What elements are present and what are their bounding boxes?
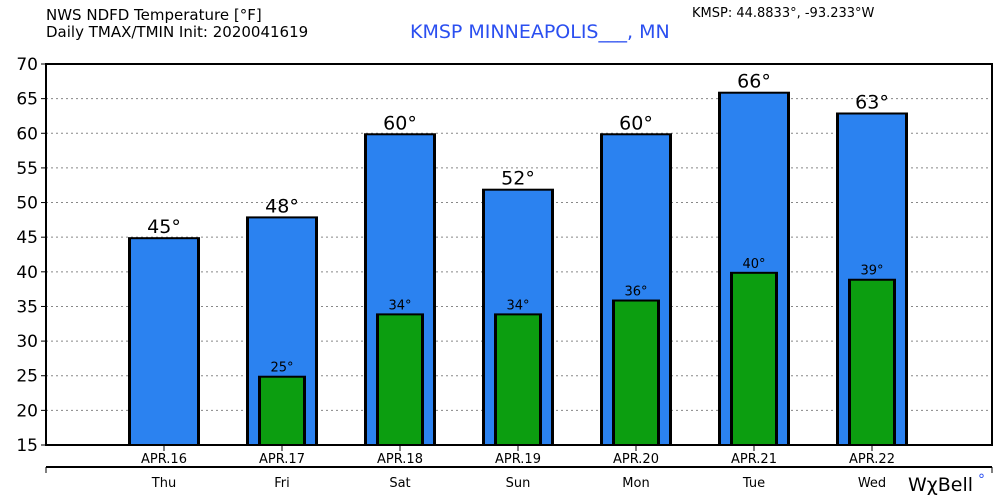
tmin-label: 34°: [506, 298, 529, 313]
tmax-label: 45°: [147, 216, 181, 238]
plot-frame: [45, 63, 993, 446]
tmax-label: 63°: [855, 91, 889, 113]
tmin-bar: [261, 377, 303, 445]
x-date-label: APR.21: [731, 452, 777, 467]
tmin-label: 40°: [742, 257, 765, 272]
x-day-label: Thu: [151, 476, 176, 491]
y-tick-label: 70: [16, 55, 38, 75]
x-day-label: Sat: [389, 476, 410, 491]
x-date-label: APR.16: [141, 452, 187, 467]
y-tick-label: 40: [16, 263, 38, 283]
y-tick-label: 25: [16, 367, 38, 387]
chart-subtitle: Daily TMAX/TMIN Init: 2020041619: [46, 23, 309, 41]
x-date-label: APR.18: [377, 452, 423, 467]
coordinates-label: KMSP: 44.8833°, -93.233°W: [692, 6, 875, 21]
wxbell-logo: WχBell: [908, 474, 974, 496]
tmin-label: 39°: [860, 264, 883, 279]
x-day-label: Sun: [506, 476, 531, 491]
tmin-label: 25°: [270, 361, 293, 376]
y-tick-label: 35: [16, 297, 38, 317]
y-tick-label: 45: [16, 228, 38, 248]
x-date-label: APR.22: [849, 452, 895, 467]
chart-title: NWS NDFD Temperature [°F]: [46, 6, 262, 24]
tmax-label: 52°: [501, 168, 535, 190]
logo-degree-mark: °: [978, 472, 985, 488]
y-tick-label: 20: [16, 401, 38, 421]
tmax-label: 48°: [265, 195, 299, 217]
x-date-label: APR.20: [613, 452, 659, 467]
tmin-bar: [733, 273, 775, 445]
tmin-label: 34°: [388, 298, 411, 313]
x-date-label: APR.17: [259, 452, 305, 467]
y-tick-label: 60: [16, 124, 38, 144]
location-label: KMSP MINNEAPOLIS___, MN: [410, 21, 670, 43]
tmax-label: 66°: [737, 71, 771, 93]
tmax-label: 60°: [383, 112, 417, 134]
y-tick-label: 50: [16, 194, 38, 214]
y-tick-label: 55: [16, 159, 38, 179]
tmax-label: 60°: [619, 112, 653, 134]
x-date-label: APR.19: [495, 452, 541, 467]
y-tick-label: 15: [16, 436, 38, 456]
tmin-label: 36°: [624, 285, 647, 300]
tmin-bar: [379, 315, 421, 445]
tmin-bar: [497, 315, 539, 445]
y-tick-label: 65: [16, 90, 38, 110]
x-day-label: Mon: [622, 476, 649, 491]
x-day-label: Tue: [742, 476, 765, 491]
x-day-label: Wed: [858, 476, 886, 491]
tmax-bar: [131, 239, 197, 445]
x-day-label: Fri: [274, 476, 290, 491]
y-tick-label: 30: [16, 332, 38, 352]
tmin-bar: [851, 280, 893, 445]
tmin-bar: [615, 301, 657, 445]
